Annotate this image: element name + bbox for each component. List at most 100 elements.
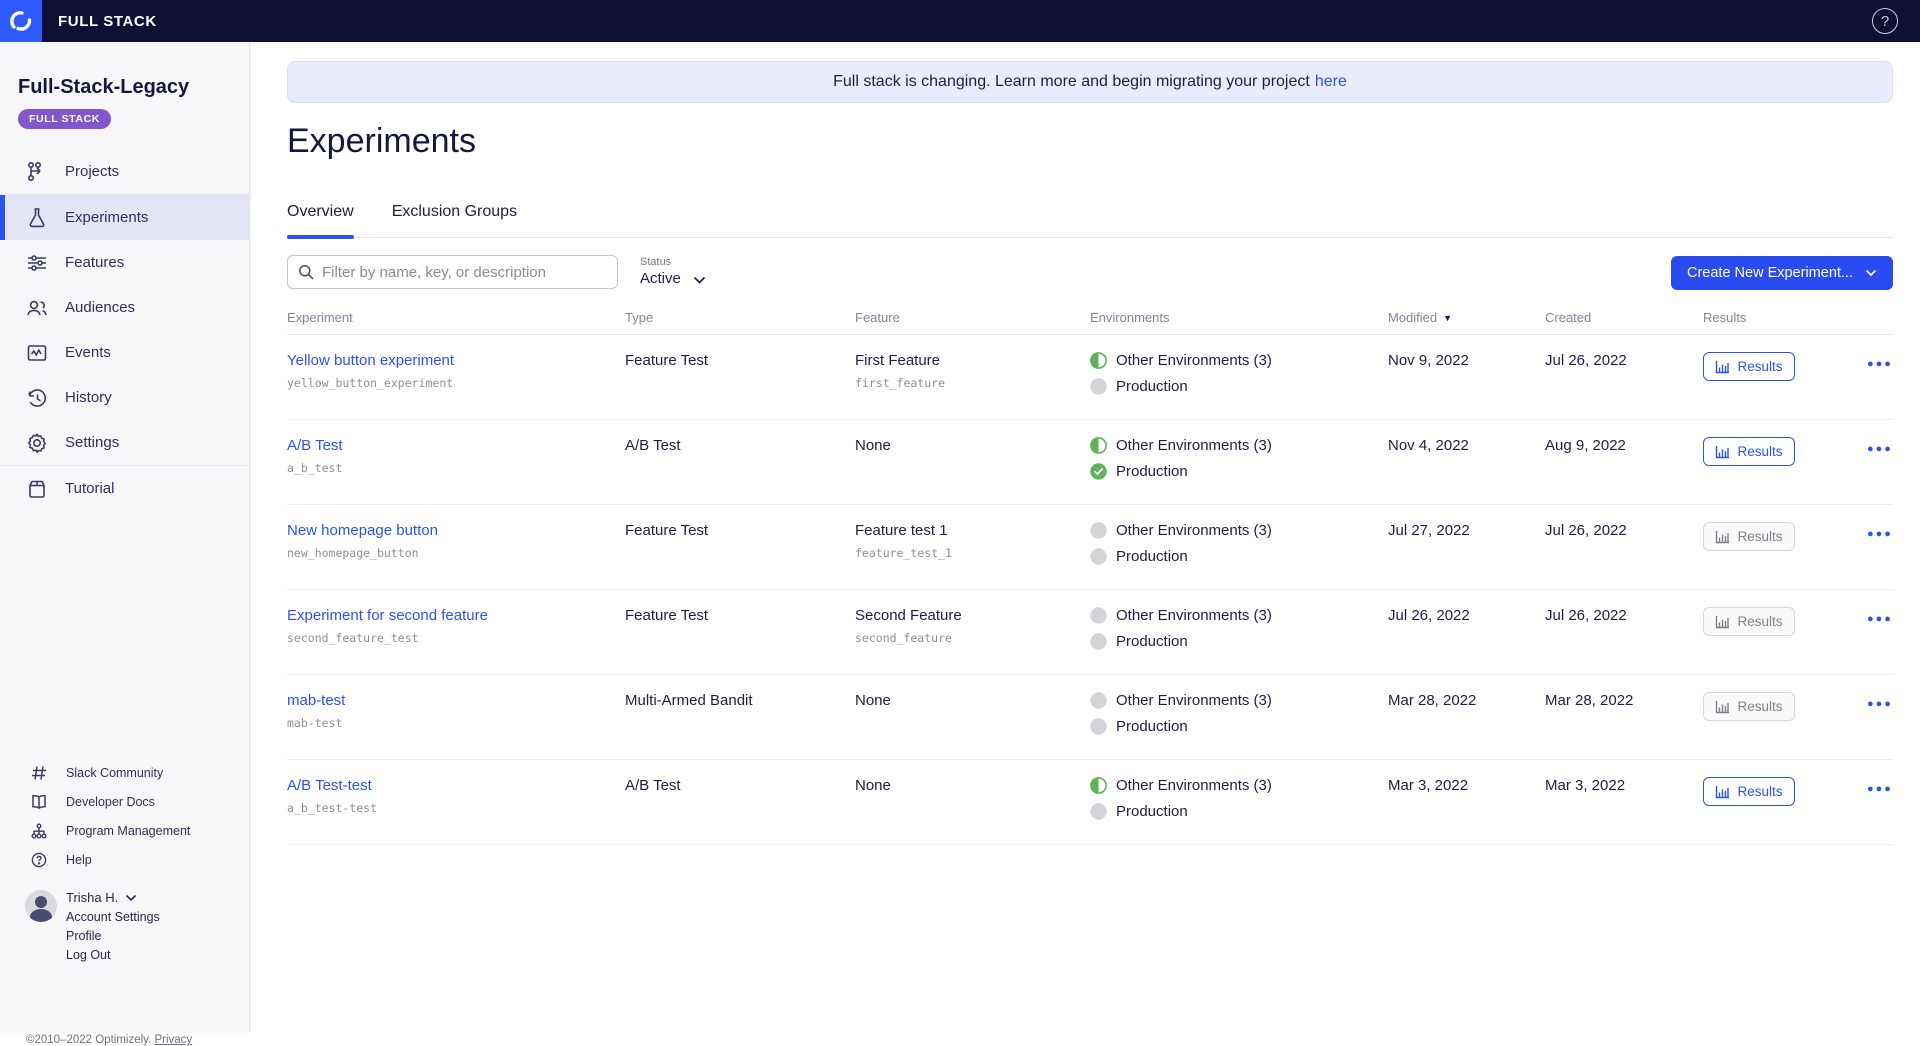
table-row: New homepage button new_homepage_button … (287, 505, 1893, 590)
results-button[interactable]: Results (1703, 437, 1795, 466)
status-value: Active (640, 270, 681, 287)
sidebar-item-program-management[interactable]: Program Management (0, 816, 249, 845)
feature-name: Feature test 1 (855, 522, 948, 539)
sidebar-item-settings[interactable]: Settings (0, 420, 249, 465)
history-icon (24, 385, 50, 411)
tab-overview[interactable]: Overview (287, 203, 354, 239)
utility-item-label: Developer Docs (66, 794, 155, 809)
environment-status-icon (1090, 777, 1107, 794)
bar-chart-icon (1716, 700, 1730, 713)
sidebar-item-help[interactable]: Help (0, 845, 249, 874)
profile-link[interactable]: Profile (66, 929, 102, 943)
help-icon[interactable]: ? (1872, 8, 1898, 34)
env-other: Other Environments (3) (1090, 352, 1388, 369)
sidebar-item-tutorial[interactable]: Tutorial (0, 466, 249, 511)
env-production: Production (1090, 803, 1388, 820)
logout-link[interactable]: Log Out (66, 948, 111, 962)
optimizely-logo-icon (10, 11, 32, 31)
created-date: Mar 28, 2022 (1545, 692, 1634, 709)
project-type-badge: FULL STACK (18, 109, 111, 129)
row-actions-menu[interactable]: ●●● (1867, 528, 1893, 540)
sidebar-item-audiences[interactable]: Audiences (0, 285, 249, 330)
results-button[interactable]: Results (1703, 352, 1795, 381)
environment-status-icon (1090, 548, 1107, 565)
copyright: ©2010–2022 Optimizely. Privacy (26, 1034, 192, 1046)
experiment-type: Feature Test (625, 522, 709, 539)
environment-status-icon (1090, 352, 1107, 369)
experiment-name-link[interactable]: A/B Test-test (287, 777, 372, 794)
results-button: Results (1703, 522, 1795, 551)
created-date: Jul 26, 2022 (1545, 352, 1627, 369)
sidebar-item-events[interactable]: Events (0, 330, 249, 375)
experiments-icon (24, 205, 50, 231)
banner-here-link[interactable]: here (1314, 73, 1347, 90)
banner-text: Full stack is changing. Learn more and b… (833, 73, 1310, 90)
settings-icon (24, 430, 50, 456)
modified-date: Mar 28, 2022 (1388, 692, 1477, 709)
experiment-type: Feature Test (625, 607, 709, 624)
experiment-name-link[interactable]: mab-test (287, 692, 346, 709)
sidebar-item-label: Tutorial (65, 480, 115, 497)
sidebar-item-features[interactable]: Features (0, 240, 249, 285)
env-production: Production (1090, 718, 1388, 735)
privacy-link[interactable]: Privacy (154, 1034, 193, 1046)
filter-row: Status Active (287, 255, 706, 289)
results-button[interactable]: Results (1703, 777, 1795, 806)
brand-title: FULL STACK (58, 12, 157, 30)
modified-date: Mar 3, 2022 (1388, 777, 1469, 794)
experiment-name-link[interactable]: New homepage button (287, 522, 438, 539)
row-actions-menu[interactable]: ●●● (1867, 783, 1893, 795)
sidebar-item-slack-community[interactable]: Slack Community (0, 758, 249, 787)
experiment-type: Feature Test (625, 352, 709, 369)
sidebar-item-projects[interactable]: Projects (0, 149, 249, 194)
experiment-key: a_b_test-test (287, 801, 378, 815)
row-actions-menu[interactable]: ●●● (1867, 358, 1893, 370)
chevron-down-icon (126, 894, 137, 901)
create-new-experiment-button[interactable]: Create New Experiment... (1670, 256, 1893, 290)
experiment-name-link[interactable]: Yellow button experiment (287, 352, 455, 369)
row-actions-menu[interactable]: ●●● (1867, 698, 1893, 710)
env-other: Other Environments (3) (1090, 777, 1388, 794)
page-title: Experiments (287, 122, 476, 160)
sidebar-item-history[interactable]: History (0, 375, 249, 420)
experiment-name-link[interactable]: A/B Test (287, 437, 343, 454)
results-button: Results (1703, 692, 1795, 721)
optimizely-logo[interactable] (0, 0, 42, 42)
account-settings-link[interactable]: Account Settings (66, 910, 160, 924)
environment-status-icon (1090, 607, 1107, 624)
table-row: A/B Test a_b_test A/B Test None Other En… (287, 420, 1893, 505)
column-header-type: Type (625, 310, 654, 325)
experiment-key: second_feature_test (287, 631, 419, 645)
user-name: Trisha H. (66, 890, 119, 905)
sidebar-item-developer-docs[interactable]: Developer Docs (0, 787, 249, 816)
filter-input[interactable] (322, 263, 607, 281)
experiment-type: A/B Test (625, 437, 681, 454)
status-dropdown[interactable]: Status Active (640, 256, 706, 288)
tab-exclusion-groups[interactable]: Exclusion Groups (391, 203, 518, 220)
main-content: Full stack is changing. Learn more and b… (250, 42, 1920, 1032)
divider (0, 194, 249, 195)
bar-chart-icon (1716, 445, 1730, 458)
user-menu[interactable]: Trisha H. (66, 890, 160, 905)
experiment-name-link[interactable]: Experiment for second feature (287, 607, 488, 624)
sidebar-item-label: Features (65, 254, 125, 271)
modified-date: Nov 9, 2022 (1388, 352, 1469, 369)
column-header-results: Results (1703, 310, 1747, 325)
events-icon (24, 340, 50, 366)
table-row: Yellow button experiment yellow_button_e… (287, 335, 1893, 420)
migration-banner: Full stack is changing. Learn more and b… (287, 61, 1893, 103)
row-actions-menu[interactable]: ●●● (1867, 613, 1893, 625)
experiment-type: Multi-Armed Bandit (625, 692, 753, 709)
column-header-modified[interactable]: Modified ▼ (1388, 310, 1453, 325)
results-button: Results (1703, 607, 1795, 636)
row-actions-menu[interactable]: ●●● (1867, 443, 1893, 455)
bar-chart-icon (1716, 785, 1730, 798)
sidebar: Full-Stack-Legacy FULL STACK Projects Ex… (0, 42, 250, 1046)
sidebar-item-experiments[interactable]: Experiments (0, 195, 249, 240)
feature-key: second_feature (855, 631, 952, 645)
bar-chart-icon (1716, 615, 1730, 628)
feature-name: None (855, 437, 891, 454)
divider (0, 465, 249, 466)
environment-status-icon (1090, 437, 1107, 454)
avatar[interactable] (25, 890, 57, 922)
